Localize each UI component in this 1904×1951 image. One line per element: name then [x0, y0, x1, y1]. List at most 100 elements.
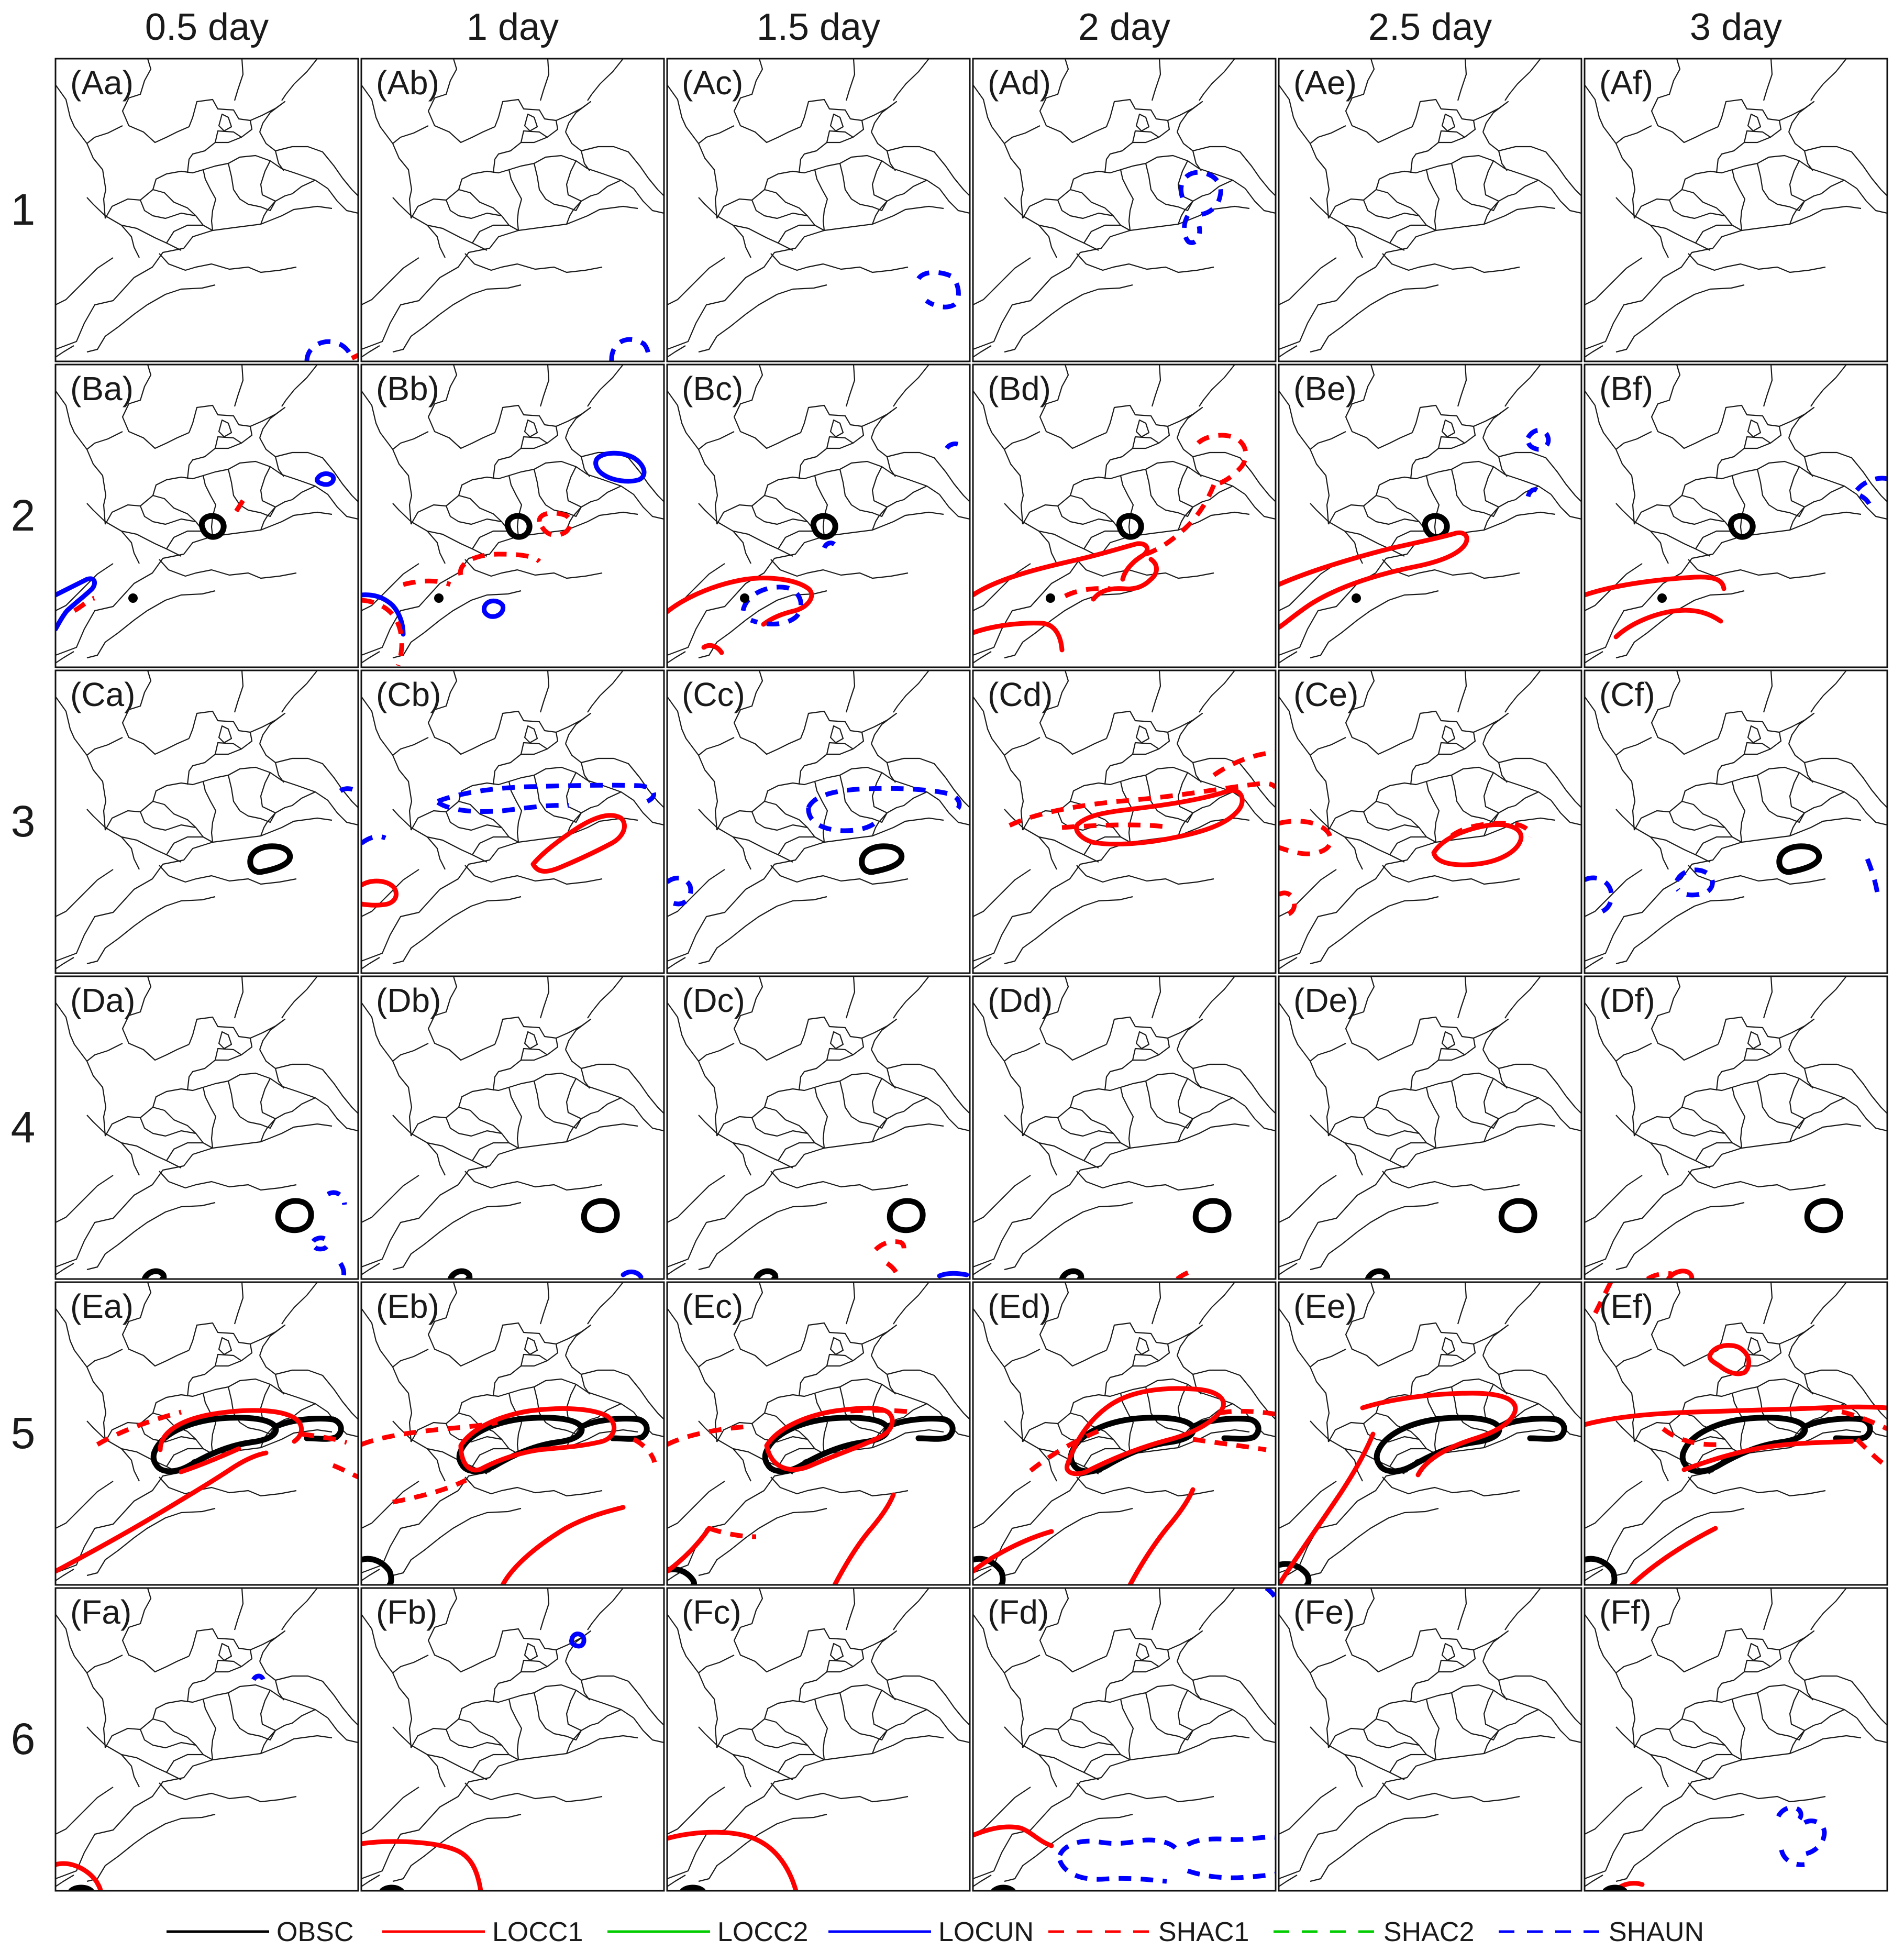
map-boundary: [411, 1412, 519, 1454]
map-boundary: [494, 1322, 559, 1367]
map-boundary: [1382, 865, 1520, 885]
panel-background: [667, 670, 970, 973]
map-boundary: [587, 1282, 624, 1325]
map-boundary: [716, 494, 825, 537]
map-boundary: [1789, 180, 1845, 225]
map-boundary: [1504, 365, 1541, 407]
map-boundary: [814, 1699, 828, 1760]
map-boundary: [218, 725, 233, 744]
map-boundary: [1498, 1063, 1581, 1114]
map-boundary: [1650, 225, 1669, 258]
map-boundary: [1483, 160, 1499, 202]
contour-locun: [315, 471, 336, 487]
map-boundary: [227, 163, 276, 212]
map-boundary: [861, 1324, 898, 1356]
map-boundary: [1004, 809, 1099, 863]
map-boundary: [392, 197, 488, 251]
legend-label: SHAC2: [1383, 1917, 1474, 1947]
panel-label: (Da): [70, 982, 135, 1019]
legend-label: OBSC: [276, 1917, 353, 1947]
map-boundary: [839, 469, 888, 517]
contour-shaun: [609, 337, 651, 361]
map-boundary: [1120, 169, 1134, 231]
map-boundary: [1411, 710, 1476, 755]
map-panel: (Ad): [972, 58, 1277, 362]
map-boundary: [1076, 559, 1214, 579]
map-boundary: [159, 253, 297, 273]
contour-obsc: [973, 1556, 1006, 1585]
map-boundary: [392, 737, 429, 756]
map-boundary: [250, 1630, 286, 1662]
map-boundary: [1004, 1655, 1040, 1673]
map-boundary: [1279, 696, 1330, 831]
map-boundary: [1076, 865, 1214, 885]
map-boundary: [1804, 451, 1887, 502]
contour-shac1: [392, 1478, 468, 1505]
map-boundary: [539, 59, 550, 101]
map-boundary: [1120, 1393, 1134, 1454]
map-boundary: [1279, 869, 1337, 917]
map-boundary: [1779, 1630, 1815, 1662]
map-boundary: [186, 742, 242, 785]
map-boundary: [1779, 1324, 1815, 1356]
map-boundary: [275, 1369, 358, 1420]
panel-border: [360, 1587, 665, 1892]
map-boundary: [1651, 365, 1719, 449]
contour-obsc: [1068, 1415, 1197, 1474]
map-boundary: [1756, 469, 1805, 517]
contour-locun: [569, 1632, 586, 1649]
map-boundary: [1457, 976, 1467, 1019]
map-boundary: [1151, 670, 1161, 713]
map-boundary: [202, 1393, 217, 1454]
panel-border: [360, 669, 665, 974]
panels: (Aa) (Ab) (Ac) (Ad) (Ae) (Af) (Ba) (Bb) (Bc) (Bd)…: [54, 58, 1888, 1892]
map-boundary: [698, 896, 827, 965]
contour-locc1: [1585, 1404, 1887, 1427]
map-boundary: [1585, 1175, 1643, 1223]
contour-shaun: [1865, 858, 1880, 896]
map-boundary: [361, 257, 419, 305]
map-boundary: [56, 1002, 107, 1137]
map-boundary: [392, 896, 522, 965]
map-boundary: [234, 1588, 244, 1630]
map-boundary: [392, 125, 429, 144]
panel-border: [1584, 1281, 1888, 1586]
map-boundary: [1151, 59, 1161, 101]
contour-locc1: [1666, 1269, 1695, 1279]
map-boundary: [1104, 130, 1159, 173]
column-label: 1.5 day: [757, 6, 880, 48]
map-boundary: [1695, 1142, 1732, 1161]
map-boundary: [1585, 696, 1636, 831]
map-boundary: [86, 896, 216, 965]
map-boundary: [472, 530, 509, 549]
contour-obsc: [150, 1415, 279, 1474]
panel-border: [972, 58, 1277, 362]
contour-shac1: [96, 1409, 182, 1447]
map-boundary: [1083, 836, 1121, 855]
map-boundary: [492, 742, 548, 785]
contour-locun: [937, 1271, 969, 1278]
map-boundary: [1120, 1087, 1134, 1149]
map-boundary: [566, 772, 582, 813]
map-panel: (Ea): [54, 1281, 359, 1586]
panel-label: (Be): [1293, 370, 1357, 407]
contour-locc1: [56, 1450, 269, 1574]
map-boundary: [1363, 1729, 1420, 1749]
map-panel: (Fb): [360, 1587, 665, 1892]
map-boundary: [121, 976, 190, 1061]
map-boundary: [1651, 976, 1719, 1061]
map-boundary: [733, 59, 801, 144]
map-boundary: [587, 365, 624, 407]
map-boundary: [1789, 1078, 1805, 1119]
map-boundary: [839, 1692, 888, 1741]
map-boundary: [1382, 1171, 1520, 1191]
map-boundary: [1022, 1412, 1131, 1454]
map-boundary: [1022, 494, 1131, 537]
map-boundary: [361, 1735, 638, 1880]
map-boundary: [392, 1813, 522, 1882]
contour-locc1: [361, 1839, 483, 1891]
map-boundary: [1345, 670, 1413, 755]
contour-locc1: [832, 1492, 896, 1585]
map-boundary: [893, 1588, 929, 1630]
map-panel: (Cc): [666, 669, 971, 974]
